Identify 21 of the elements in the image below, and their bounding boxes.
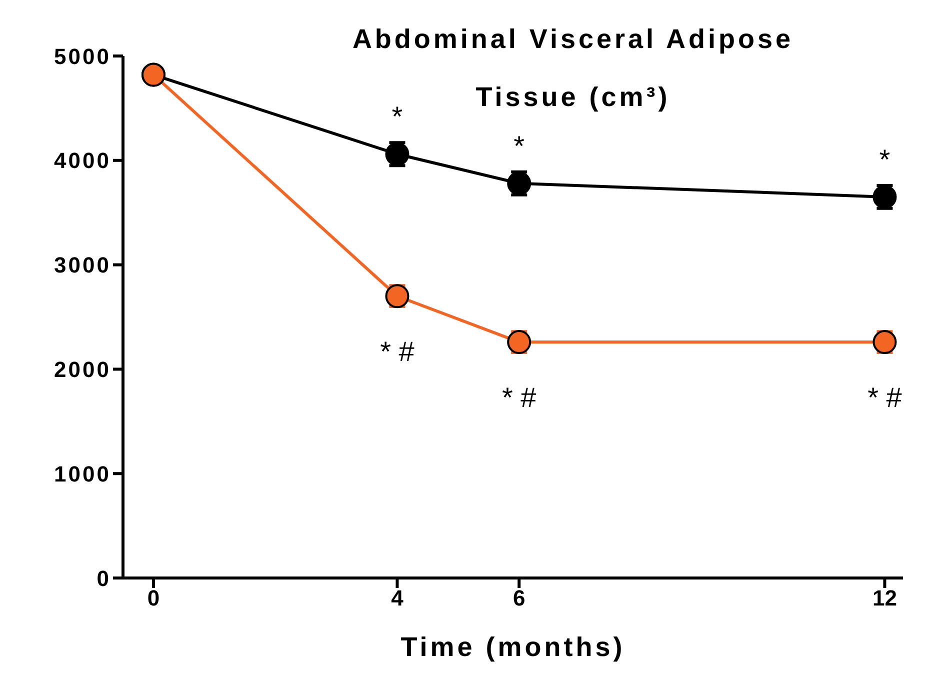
point <box>507 171 532 196</box>
y-tick-label: 4000 <box>54 148 111 174</box>
y-tick-label: 1000 <box>54 461 111 486</box>
x-tick-label: 6 <box>512 586 526 611</box>
annotation: * # <box>502 382 537 413</box>
y-tick-label: 3000 <box>54 252 111 278</box>
x-tick-label: 12 <box>872 586 897 611</box>
annotation: * # <box>380 336 415 367</box>
y-tick-label: 5000 <box>54 44 111 69</box>
point <box>385 284 410 308</box>
annotation: * <box>514 130 525 162</box>
point <box>385 142 410 166</box>
point <box>507 330 532 354</box>
x-tick-label: 4 <box>391 586 404 611</box>
y-tick-label: 0 <box>96 566 111 591</box>
annotation: * <box>879 144 890 175</box>
y-tick-label: 2000 <box>54 357 111 382</box>
x-tick-label: 0 <box>147 586 160 611</box>
x-axis-title: Time (months) <box>400 632 626 662</box>
annotation: * # <box>868 382 902 413</box>
point <box>872 330 897 354</box>
